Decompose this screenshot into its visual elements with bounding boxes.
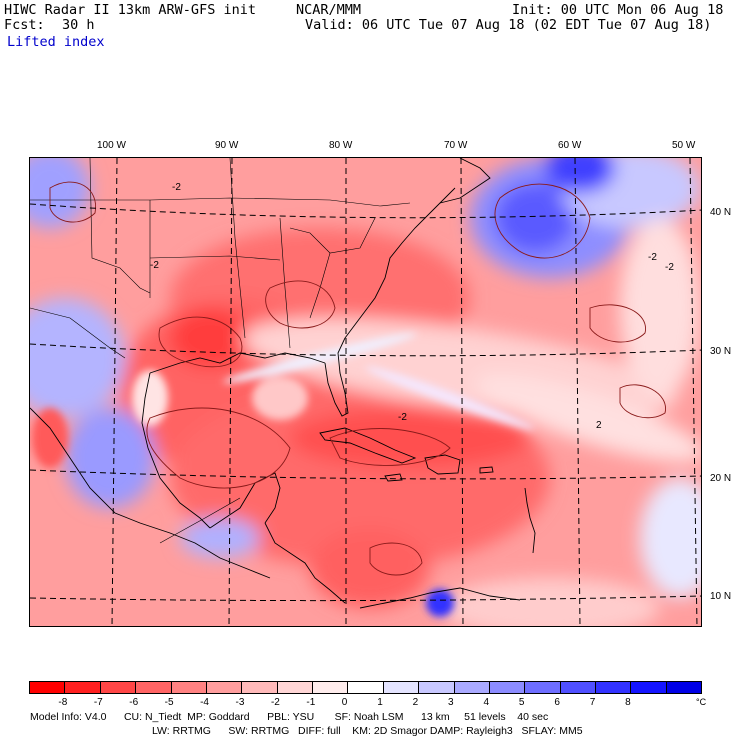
contour-label: -2 — [172, 182, 181, 193]
contours — [49, 181, 666, 576]
colorbar-swatch — [136, 682, 172, 693]
colorbar-tick-label: 5 — [518, 697, 525, 708]
colorbar-swatch — [560, 682, 596, 693]
colorbar-swatch — [100, 682, 137, 693]
colorbar-swatch — [65, 682, 101, 693]
center-name: NCAR/MMM — [296, 2, 362, 18]
lon-label: 60 W — [558, 140, 582, 151]
lat-label: 10 N — [710, 591, 732, 602]
contour-label: -2 — [648, 252, 657, 263]
colorbar-tick-label: -5 — [164, 697, 174, 708]
colorbar-swatch — [30, 682, 66, 693]
contour-label: -2 — [398, 412, 407, 423]
fcst-label: Fcst: — [4, 17, 45, 33]
colorbar-swatch — [242, 682, 278, 693]
colorbar-swatch — [206, 682, 243, 693]
lon-label: 90 W — [215, 140, 239, 151]
colorbar-swatch — [631, 682, 667, 693]
colorbar-tick-label: 1 — [377, 697, 383, 708]
model-info-line2: LW: RRTMG SW: RRTMG DIFF: full KM: 2D Sm… — [152, 725, 583, 737]
colorbar-tick-label: 3 — [448, 697, 454, 708]
init-time: Init: 00 UTC Mon 06 Aug 18 — [512, 2, 724, 18]
fcst-value: 30 h — [62, 17, 95, 33]
colorbar-tick-label: -3 — [235, 697, 245, 708]
contour-label: -2 — [665, 262, 674, 273]
lat-label: 20 N — [710, 473, 732, 484]
colorbar-swatch — [666, 682, 702, 693]
field-name: Lifted index — [7, 34, 105, 50]
colorbar-tick-label: -8 — [58, 697, 68, 708]
latlon-grid — [30, 158, 701, 626]
colorbar-tick-label: 7 — [589, 697, 596, 708]
colorbar-tick-label: -6 — [129, 697, 139, 708]
model-info-line1: Model Info: V4.0 CU: N_Tiedt MP: Goddard… — [30, 711, 549, 723]
lon-label: 50 W — [672, 140, 696, 151]
colorbar-swatch — [348, 682, 384, 693]
colorbar-swatch — [489, 682, 526, 693]
colorbar-tick-label: 8 — [625, 697, 631, 708]
valid-time: Valid: 06 UTC Tue 07 Aug 18 (02 EDT Tue … — [305, 17, 712, 33]
product-title: HIWC Radar II 13km ARW-GFS init — [4, 2, 256, 18]
lat-label: 40 N — [710, 207, 732, 218]
colorbar-swatch — [419, 682, 455, 693]
colorbar-tick-label: 6 — [554, 697, 560, 708]
colorbar — [29, 681, 702, 694]
colorbar-swatch — [171, 682, 207, 693]
lon-label: 80 W — [329, 140, 353, 151]
lon-label: 100 W — [97, 140, 126, 151]
contour-label: 2 — [596, 420, 602, 431]
colorbar-swatch — [454, 682, 490, 693]
field-detail — [32, 333, 535, 617]
contour-label: -2 — [150, 260, 159, 271]
colorbar-tick-label: -1 — [306, 697, 316, 708]
coastlines — [30, 158, 536, 609]
colorbar-tick-label: 2 — [412, 697, 419, 708]
borders — [30, 158, 411, 544]
colorbar-tick-label: 0 — [341, 697, 348, 708]
lifted-index-map: -2 -2 -2 2 -2 -2 — [29, 157, 702, 627]
colorbar-tick-label: 4 — [483, 697, 490, 708]
colorbar-swatch — [277, 682, 313, 693]
colorbar-swatch — [383, 682, 420, 693]
colorbar-tick-label: -4 — [200, 697, 209, 708]
colorbar-unit: °C — [696, 697, 707, 707]
colorbar-swatch — [313, 682, 349, 693]
lon-label: 70 W — [444, 140, 468, 151]
colorbar-tick-label: -7 — [93, 697, 103, 708]
colorbar-swatch — [596, 682, 632, 693]
colorbar-swatch — [525, 682, 561, 693]
lat-label: 30 N — [710, 346, 732, 357]
colorbar-tick-label: -2 — [270, 697, 280, 708]
